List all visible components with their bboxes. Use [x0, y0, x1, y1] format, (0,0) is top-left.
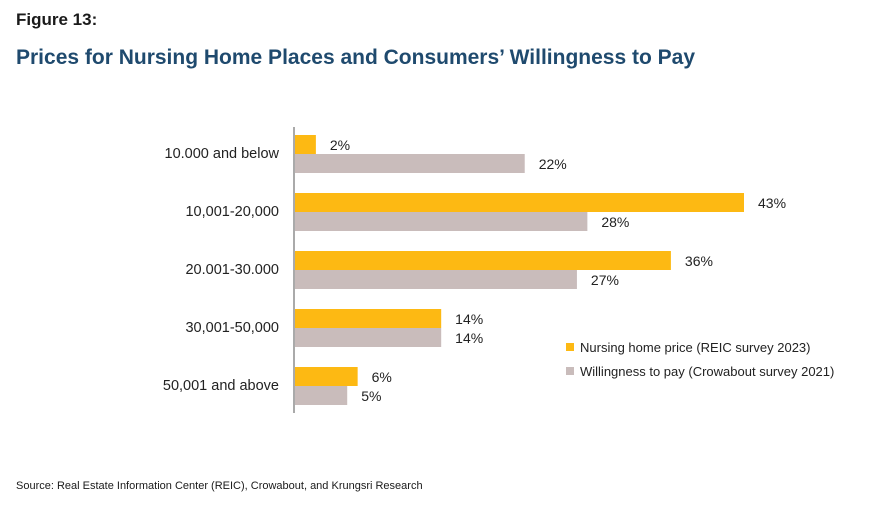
category-label: 20.001-30.000	[185, 262, 279, 278]
source-note: Source: Real Estate Information Center (…	[16, 480, 423, 492]
bar-willingness-to-pay	[295, 154, 525, 173]
bar-chart: 10.000 and below 10,001-20,000 20.001-30.0…	[163, 127, 834, 413]
category-labels: 10.000 and below 10,001-20,000 20.001-30.0…	[163, 146, 280, 394]
category-label: 50,001 and above	[163, 378, 279, 394]
legend-entry: Nursing home price (REIC survey 2023)	[580, 340, 810, 355]
legend-entry: Willingness to pay (Crowabout survey 202…	[580, 364, 834, 379]
data-label: 5%	[361, 388, 381, 404]
data-label: 6%	[372, 369, 392, 385]
chart-title: Prices for Nursing Home Places and Consu…	[16, 46, 696, 69]
category-label: 30,001-50,000	[185, 320, 279, 336]
legend: Nursing home price (REIC survey 2023) Wil…	[566, 340, 834, 379]
figure-label: Figure 13:	[16, 10, 98, 29]
bar-willingness-to-pay	[295, 212, 588, 231]
bar-willingness-to-pay	[295, 386, 348, 405]
data-label: 14%	[455, 311, 483, 327]
legend-swatch	[566, 367, 574, 375]
data-label: 43%	[758, 195, 786, 211]
category-label: 10,001-20,000	[185, 204, 279, 220]
bar-nursing-home-price	[295, 309, 442, 328]
value-labels: 2% 22% 43% 28% 36% 27% 14% 14% 6% 5%	[330, 137, 786, 404]
data-label: 14%	[455, 330, 483, 346]
category-label: 10.000 and below	[165, 146, 280, 162]
bar-nursing-home-price	[295, 251, 671, 270]
data-label: 2%	[330, 137, 350, 153]
bars	[295, 135, 744, 405]
bar-nursing-home-price	[295, 367, 358, 386]
legend-swatch	[566, 343, 574, 351]
data-label: 36%	[685, 253, 713, 269]
data-label: 22%	[539, 156, 567, 172]
bar-nursing-home-price	[295, 193, 744, 212]
bar-willingness-to-pay	[295, 270, 577, 289]
bar-nursing-home-price	[295, 135, 316, 154]
bar-willingness-to-pay	[295, 328, 442, 347]
data-label: 28%	[601, 214, 629, 230]
data-label: 27%	[591, 272, 619, 288]
